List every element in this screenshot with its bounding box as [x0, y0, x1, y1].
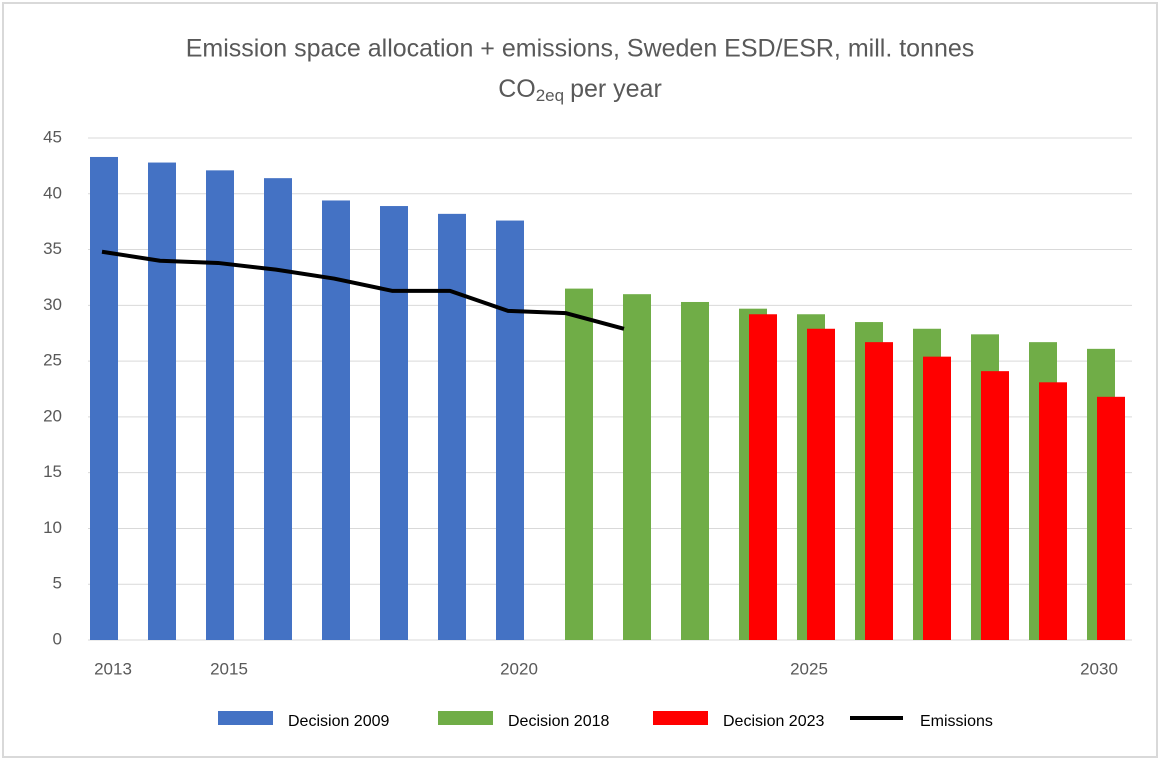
bar — [438, 213, 466, 640]
y-tick-label: 45 — [43, 127, 62, 146]
chart-title-line2: CO2eq per year — [498, 75, 662, 106]
bar — [148, 162, 176, 640]
y-tick-label: 35 — [43, 239, 62, 258]
legend-label: Decision 2009 — [288, 713, 390, 730]
bar — [623, 294, 651, 640]
bar — [1097, 396, 1125, 640]
y-tick-label: 15 — [43, 462, 62, 481]
bar — [681, 301, 709, 640]
y-tick-label: 5 — [53, 574, 62, 593]
bar — [981, 371, 1009, 640]
legend-label: Emissions — [920, 713, 993, 730]
x-tick-label: 2025 — [790, 659, 828, 678]
bar — [90, 156, 118, 640]
bar — [1039, 382, 1067, 640]
x-tick-label: 2030 — [1080, 659, 1118, 678]
bar — [865, 342, 893, 640]
title-part: per year — [570, 75, 662, 103]
line — [101, 249, 625, 331]
bar — [496, 220, 524, 640]
legend-swatch — [653, 711, 708, 725]
bar — [565, 288, 593, 640]
y-tick-label: 20 — [43, 406, 62, 425]
y-tick-label: 40 — [43, 183, 62, 202]
title-subscript: 2eq — [536, 86, 564, 105]
y-tick-label: 10 — [43, 518, 62, 537]
bar — [206, 170, 234, 640]
bar — [923, 356, 951, 640]
legend-label: Decision 2023 — [723, 713, 825, 730]
x-tick-label: 2013 — [94, 659, 132, 678]
chart-title: Emission space allocation + emissions, S… — [186, 35, 975, 63]
bar — [749, 314, 777, 640]
y-tick-label: 0 — [53, 629, 62, 648]
bar — [322, 200, 350, 640]
x-tick-label: 2015 — [210, 659, 248, 678]
bar — [807, 328, 835, 640]
y-tick-label: 25 — [43, 351, 62, 370]
bar — [264, 178, 292, 640]
legend-swatch — [438, 711, 493, 725]
legend-label: Decision 2018 — [508, 713, 610, 730]
legend-swatch — [218, 711, 273, 725]
y-tick-label: 30 — [43, 295, 62, 314]
bar — [380, 206, 408, 640]
x-tick-label: 2020 — [500, 659, 538, 678]
title-part: CO — [498, 75, 536, 103]
